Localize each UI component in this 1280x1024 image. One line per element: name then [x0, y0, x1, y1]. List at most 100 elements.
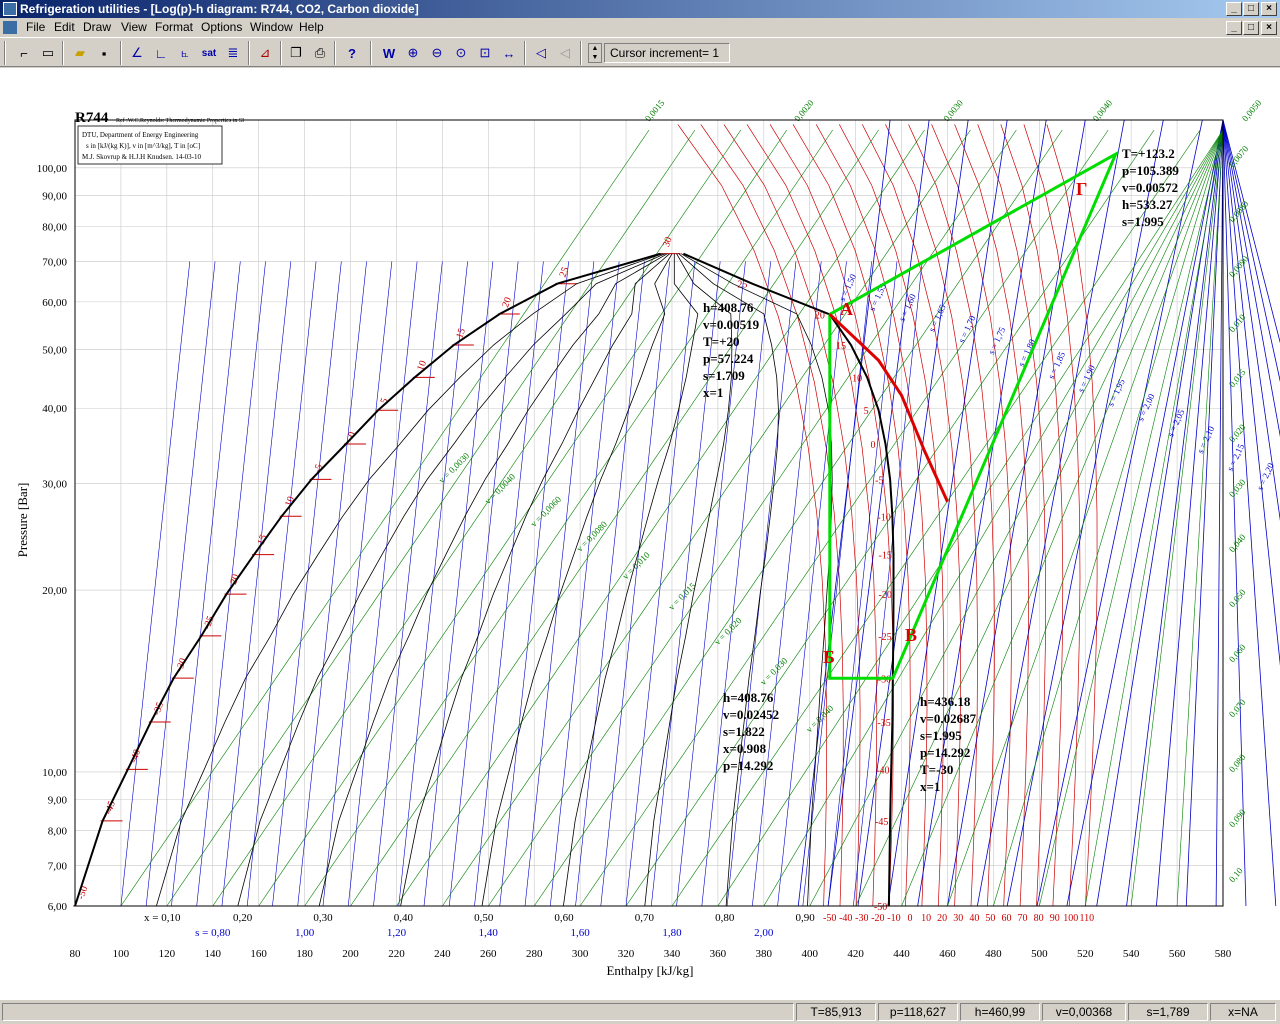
point-b-value: v=0.02452: [723, 707, 779, 722]
isotherm-line: [723, 124, 861, 907]
isentrope-label: s = 1,85: [1046, 350, 1067, 381]
isochore-label: 0,0030: [941, 98, 965, 124]
isentrope-line: [853, 261, 923, 907]
isotherm-bottom-label: -30: [855, 913, 868, 924]
measure-icon[interactable]: ↔: [502, 45, 516, 61]
y-tick-label: 100,00: [37, 163, 68, 175]
zoom-fit-icon[interactable]: ⊙: [455, 45, 467, 60]
saturation-temperature-label: -5: [875, 475, 883, 486]
table-icon[interactable]: ≣: [227, 45, 239, 60]
help-icon[interactable]: ?: [348, 45, 356, 61]
x-tick-label: 400: [801, 948, 818, 960]
x-tick-label: 200: [342, 948, 359, 960]
quality-line: [237, 253, 666, 907]
isentrope-line: [322, 261, 393, 907]
log-ph-diagram[interactable]: -50-45-40-35-30-25-20-15-10-505101520253…: [0, 68, 1280, 1000]
isentrope-bottom-label: 2,00: [754, 927, 774, 939]
plot-frame: [74, 119, 1224, 907]
quality-axis-label: 0,20: [233, 912, 253, 924]
saturation-temperature-label: -25: [878, 632, 891, 643]
cycle-icon[interactable]: ◁: [536, 45, 546, 60]
saturation-temperature-label: -35: [877, 718, 890, 729]
menu-format[interactable]: Format: [155, 20, 194, 34]
isochore-line: [625, 129, 1155, 907]
open-file-icon[interactable]: ▭: [41, 45, 55, 60]
saturation-temperature-label: -50: [874, 902, 887, 913]
quality-line: [481, 253, 673, 907]
x-tick-label: 460: [939, 948, 956, 960]
isochore-line: [579, 129, 1109, 907]
point-a-value: h=408.76: [703, 300, 754, 315]
diagram-canvas[interactable]: -50 -45 -40 -35 -30 -25 -20 -15 -10 -5 0 5 10 15 20 25 3…: [0, 68, 1280, 1000]
isochore-line: [166, 129, 696, 907]
isentrope-bottom-label: 1,40: [479, 927, 499, 939]
info-line: DTU, Department of Energy Engineering: [82, 131, 199, 139]
menu-window[interactable]: Window: [250, 20, 293, 34]
curve-icon[interactable]: ∠: [131, 45, 143, 60]
y-tick-label: 70,00: [42, 256, 67, 268]
menu-file[interactable]: File: [26, 20, 46, 34]
menu-draw[interactable]: Draw: [83, 20, 112, 34]
sat-icon[interactable]: sat: [201, 47, 217, 59]
saturation-temperature-label: -40: [876, 765, 889, 776]
isochore-label: 0,060: [1227, 642, 1248, 664]
isentrope-line: [752, 261, 822, 907]
document-icon[interactable]: [3, 21, 17, 34]
print-icon[interactable]: ⎙: [314, 45, 326, 60]
cursor-increment-spinner[interactable]: ▲ ▼: [588, 43, 602, 63]
isentrope-line: [1222, 119, 1280, 522]
status-quality: x=NA: [1210, 1003, 1276, 1021]
toolbar-separator: [4, 41, 6, 65]
isolines: [120, 119, 1280, 907]
zoom-window-icon[interactable]: ⊡: [479, 45, 491, 60]
save-icon[interactable]: ▪: [101, 45, 107, 61]
zoom-out-icon[interactable]: ⊖: [431, 45, 443, 60]
isentrope-line: [549, 261, 620, 907]
isotherm-line: [954, 124, 1029, 907]
quality-axis-label: 0,50: [474, 912, 494, 924]
close-button[interactable]: ×: [1261, 2, 1277, 16]
isotherm-bottom-label: 100: [1063, 913, 1078, 924]
maximize-button[interactable]: □: [1243, 2, 1259, 16]
refrigeration-cycle: [828, 150, 1119, 680]
window-title: Refrigeration utilities - [Log(p)-h diag…: [20, 2, 419, 16]
child-minimize-button[interactable]: _: [1226, 21, 1242, 35]
x-tick-label: 280: [526, 948, 543, 960]
child-close-button[interactable]: ×: [1261, 21, 1277, 35]
point-g-value: p=105.389: [1122, 163, 1179, 178]
isentrope-line: [145, 261, 216, 907]
menu-help[interactable]: Help: [299, 20, 324, 34]
isentrope-line: [1066, 119, 1224, 907]
isentrope-line: [1222, 119, 1247, 907]
isotherm-line: [792, 124, 911, 907]
isotherm-line: [677, 124, 827, 907]
copy-icon[interactable]: ❐: [290, 45, 302, 60]
info-line: s in [kJ/(kg K)], v in [m^3/kg], T in [o…: [86, 142, 200, 150]
w-icon[interactable]: W: [382, 45, 396, 61]
x-tick-label: 420: [847, 948, 864, 960]
toolbar-separator: [62, 41, 64, 65]
process-path[interactable]: [828, 313, 949, 503]
minimize-button[interactable]: _: [1226, 2, 1242, 16]
curve2-icon[interactable]: ∟: [154, 45, 168, 61]
cursor-increment-field[interactable]: Cursor increment= 1: [604, 43, 730, 63]
saturation-temperature-label: 30: [661, 236, 675, 249]
menu-edit[interactable]: Edit: [54, 20, 75, 34]
diagram-icon[interactable]: ⊿: [259, 45, 271, 60]
zoom-in-icon[interactable]: ⊕: [407, 45, 419, 60]
log-ph-icon[interactable]: ⌐: [20, 45, 28, 61]
isotherm-bottom-label: -40: [839, 913, 852, 924]
isentrope-line: [857, 119, 969, 907]
isentrope-bottom-label: 1,20: [387, 927, 407, 939]
folder-icon[interactable]: ▰: [75, 45, 85, 60]
point-g-value: h=533.27: [1122, 197, 1173, 212]
cycle-path[interactable]: [828, 150, 1119, 680]
x-axis-label: Enthalpy [kJ/kg]: [606, 963, 693, 978]
menu-options[interactable]: Options: [201, 20, 243, 34]
child-restore-button[interactable]: □: [1243, 21, 1259, 35]
y-tick-label: 60,00: [42, 297, 67, 309]
isochore-line: [671, 129, 1201, 907]
curve3-icon[interactable]: ⦜: [181, 45, 189, 60]
menu-view[interactable]: View: [121, 20, 147, 34]
isochore-line: [258, 129, 788, 907]
